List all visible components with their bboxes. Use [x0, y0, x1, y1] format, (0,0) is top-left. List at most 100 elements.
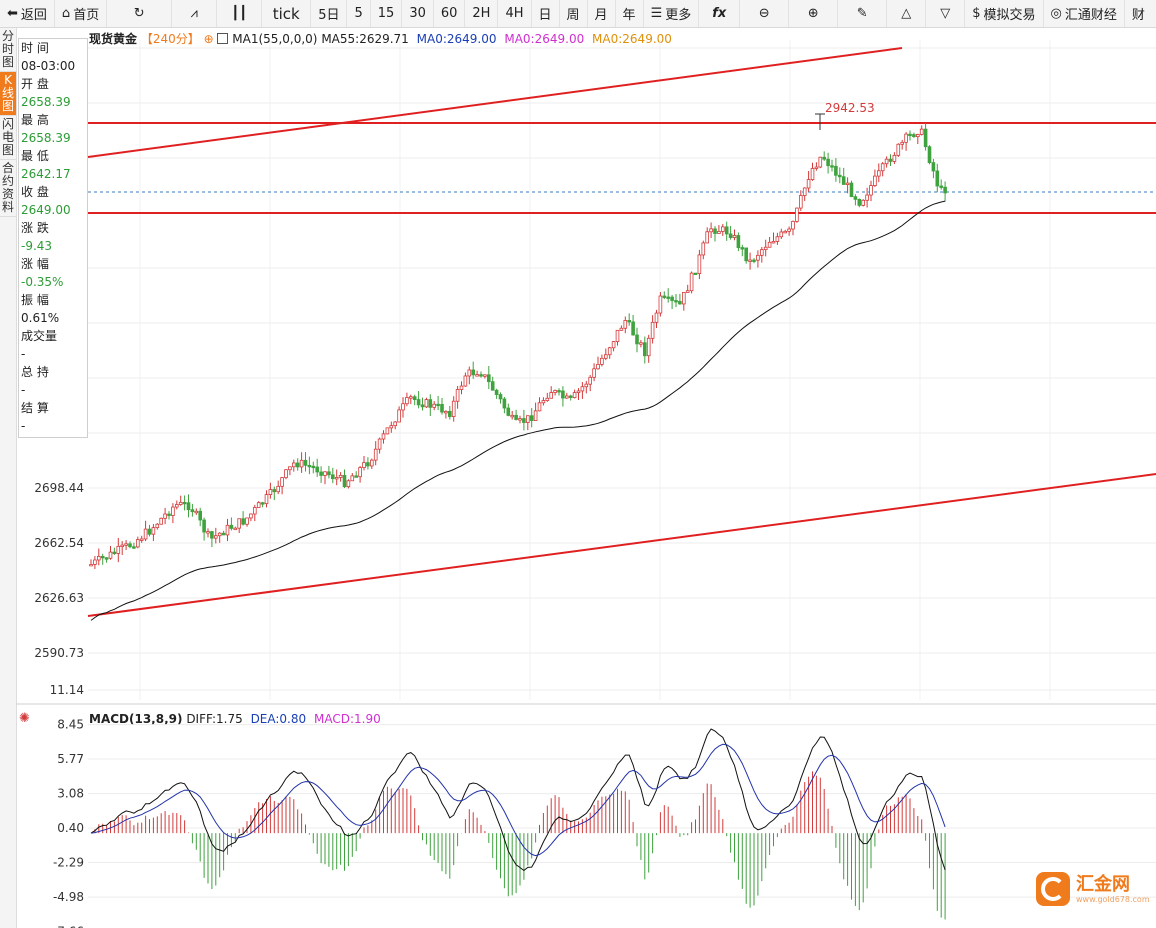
candle-body [791, 220, 795, 230]
ma0-value-b: MA0:2649.00 [504, 32, 585, 46]
candle-body [210, 531, 214, 539]
candle-chart-button[interactable]: ┃┃ [217, 0, 263, 27]
candle-body [385, 427, 390, 435]
info-panel: 时 间 08-03:00 开 盘 2658.39 最 高 2658.39 最 低… [18, 38, 88, 438]
period-30[interactable]: 30 [402, 0, 434, 27]
add-indicator-icon[interactable]: ⊕ [203, 32, 214, 46]
period-week[interactable]: 周 [560, 0, 588, 27]
candle-body [904, 133, 908, 143]
triangle-up-icon: △ [901, 6, 912, 21]
candle-body [479, 374, 483, 377]
candle-body [779, 231, 784, 238]
candle-body [775, 236, 780, 242]
period-5[interactable]: 5 [347, 0, 371, 27]
nav-flash[interactable]: 闪电图 [0, 116, 16, 160]
refresh-button[interactable]: ↻ [107, 0, 173, 27]
nav-kline[interactable]: K线图 [0, 72, 16, 116]
draw-button[interactable]: ✎ [838, 0, 888, 27]
macd-tick-label: 5.77 [57, 752, 84, 766]
zoom-in-button[interactable]: ⊕ [789, 0, 839, 27]
low-label: 最 低 [21, 149, 49, 163]
nav-contract[interactable]: 合约资料 [0, 160, 16, 217]
period-5d[interactable]: 5日 [311, 0, 348, 27]
macd-tick-label: 3.08 [57, 787, 84, 801]
macd-name: MACD(13,8,9) [89, 712, 183, 726]
more-button[interactable]: ☰ 更多 [644, 0, 700, 27]
price-tick-label: 2590.73 [34, 646, 84, 660]
amp-label: 振 幅 [21, 293, 49, 307]
period-2h[interactable]: 2H [465, 0, 499, 27]
candle-body [931, 162, 936, 172]
back-arrow-icon: ⬅ [7, 6, 18, 21]
candle-body [892, 154, 897, 162]
candle-body [709, 228, 713, 233]
candle-body [810, 168, 815, 181]
open-interest-value: - [21, 383, 26, 397]
period-year[interactable]: 年 [616, 0, 644, 27]
period-15[interactable]: 15 [371, 0, 403, 27]
high-label: 最 高 [21, 113, 49, 127]
candle-body [272, 489, 277, 493]
candlestick-icon: ┃┃ [231, 6, 248, 21]
macd-diff: DIFF:1.75 [186, 712, 243, 726]
candle-body [350, 475, 355, 482]
candle-body [397, 409, 401, 423]
left-nav: 分时图 K线图 闪电图 合约资料 [0, 28, 17, 928]
candle-body [549, 392, 553, 399]
open-label: 开 盘 [21, 77, 49, 91]
candle-body [592, 368, 596, 378]
candle-body [405, 397, 409, 405]
candle-body [514, 414, 518, 420]
candle-body [135, 539, 140, 548]
candle-body [818, 156, 823, 168]
candle-body [701, 242, 706, 256]
candle-body [666, 296, 670, 299]
home-button[interactable]: ⌂ 首页 [55, 0, 108, 27]
candle-body [830, 165, 834, 168]
triangle-up-button[interactable]: △ [887, 0, 927, 27]
candle-body [420, 404, 425, 408]
candle-body [888, 158, 893, 162]
candle-body [128, 543, 132, 548]
candle-body [857, 198, 862, 206]
candle-body [342, 475, 347, 488]
candle-body [771, 241, 776, 244]
triangle-down-button[interactable]: ▽ [926, 0, 966, 27]
indicator-checkbox[interactable] [217, 33, 229, 44]
macd-dea: DEA:0.80 [250, 712, 307, 726]
candle-body [377, 438, 382, 450]
news-icon: ◎ [1050, 6, 1062, 21]
candle-body [93, 559, 97, 565]
line-chart-button[interactable]: ⩘ [172, 0, 218, 27]
watermark: 汇金网 www.gold678.com [1036, 872, 1150, 906]
zoom-out-button[interactable]: ⊖ [740, 0, 790, 27]
nav-timeshare[interactable]: 分时图 [0, 28, 16, 72]
settings-gear-icon[interactable]: ✺ [19, 711, 30, 726]
period-month[interactable]: 月 [588, 0, 616, 27]
candle-body [533, 410, 538, 421]
tick-button[interactable]: tick [262, 0, 312, 27]
period-60[interactable]: 60 [434, 0, 466, 27]
candle-body [545, 397, 550, 401]
news-button[interactable]: ◎ 汇通财经 [1044, 0, 1125, 27]
toolbar: ⬅ 返回 ⌂ 首页 ↻ ⩘ ┃┃ tick 5日 5 15 30 60 2H 4H … [0, 0, 1156, 28]
candle-body [814, 166, 819, 169]
candle-body [202, 519, 206, 533]
period-day[interactable]: 日 [532, 0, 560, 27]
finance-button[interactable]: 财 [1131, 8, 1145, 23]
candle-body [490, 381, 495, 391]
formula-button[interactable]: fx [699, 0, 741, 27]
candle-body [159, 517, 164, 525]
candle-body [799, 195, 803, 209]
period-4h[interactable]: 4H [498, 0, 532, 27]
lower-trendline [87, 473, 1156, 617]
candle-body [408, 396, 413, 399]
candle-body [736, 235, 741, 248]
back-button[interactable]: ⬅ 返回 [0, 0, 55, 27]
candle-body [116, 545, 121, 554]
sim-trade-button[interactable]: $ 模拟交易 [965, 0, 1044, 27]
candle-body [639, 342, 643, 345]
ma0-value-a: MA0:2649.00 [416, 32, 497, 46]
candle-body [463, 375, 468, 387]
